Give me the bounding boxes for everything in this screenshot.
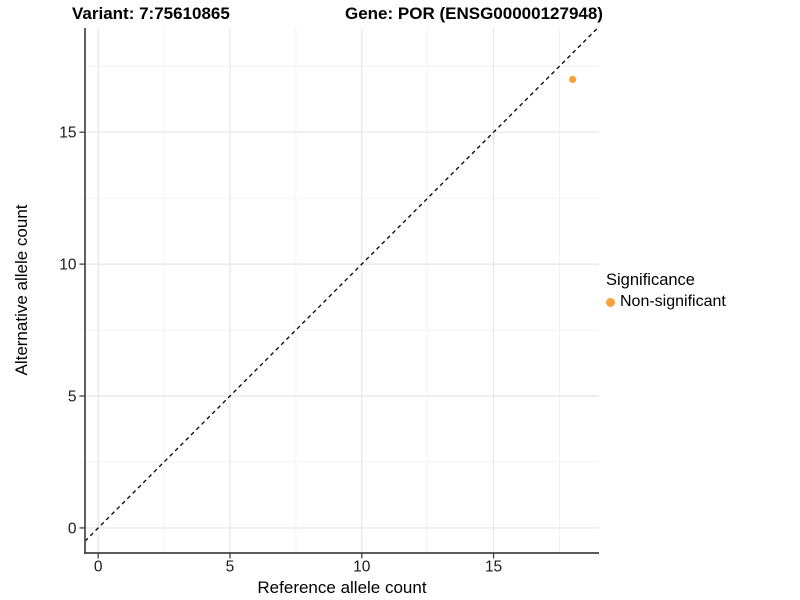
- y-tick-label: 5: [68, 389, 77, 406]
- y-tick-label: 15: [59, 125, 76, 142]
- x-tick-label: 15: [485, 559, 502, 576]
- legend-item: Non-significant: [606, 293, 726, 311]
- legend-point-icon: [606, 297, 615, 307]
- gene-title: Gene: POR (ENSG00000127948): [345, 4, 603, 23]
- y-tick-label: 0: [68, 520, 77, 537]
- legend-item-label: Non-significant: [620, 293, 726, 310]
- legend: Significance Non-significant: [606, 271, 726, 311]
- x-axis-title: Reference allele count: [257, 578, 427, 597]
- identity-reference-line: [84, 27, 599, 542]
- legend-title: Significance: [606, 271, 695, 289]
- y-axis-title: Alternative allele count: [12, 204, 31, 376]
- y-tick-label: 10: [59, 257, 77, 274]
- data-point: [569, 75, 577, 84]
- x-tick-label: 10: [353, 559, 371, 576]
- variant-title: Variant: 7:75610865: [72, 4, 230, 23]
- x-tick-label: 0: [94, 559, 103, 576]
- x-tick-label: 5: [226, 559, 235, 576]
